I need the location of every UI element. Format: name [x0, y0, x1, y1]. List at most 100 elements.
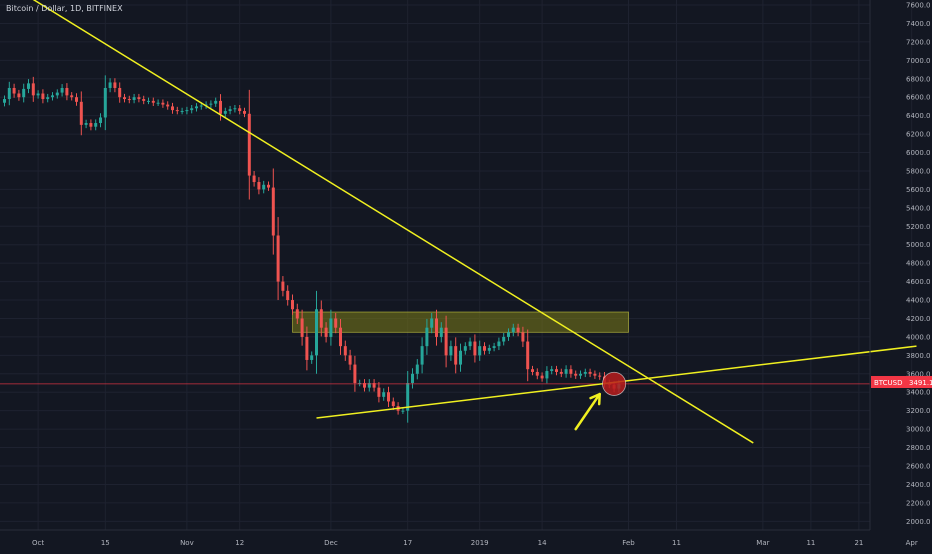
candle-body [459, 350, 462, 365]
price-badge-bg [871, 376, 932, 388]
candle-layer [3, 75, 621, 423]
candle-body [209, 103, 213, 105]
x-tick-label: 21 [854, 539, 863, 547]
x-tick-label: 17 [403, 539, 412, 547]
candle-body [583, 371, 587, 374]
x-tick-label: 14 [538, 539, 547, 547]
candle-body [94, 123, 98, 127]
candle-body [310, 355, 314, 360]
candle-body [89, 123, 93, 127]
candle-body [36, 93, 40, 96]
y-tick-label: 5400.0 [906, 204, 931, 212]
candle-body [84, 123, 88, 125]
candle-body [406, 383, 410, 411]
candle-body [7, 87, 11, 100]
candle-body [70, 95, 74, 98]
x-tick-label: Dec [324, 539, 338, 547]
candle-body [334, 318, 338, 328]
candle-body [516, 327, 520, 333]
y-tick-label: 6800.0 [906, 75, 931, 83]
y-tick-label: 4800.0 [906, 260, 931, 268]
candle-body [425, 327, 429, 347]
candle-body [372, 383, 376, 388]
candle-body [166, 104, 170, 107]
y-tick-label: 6400.0 [906, 112, 931, 120]
trendline [32, 0, 754, 444]
candle-body [41, 93, 45, 100]
y-tick-label: 3200.0 [906, 407, 931, 415]
candle-body [492, 346, 496, 348]
candle-body [238, 108, 242, 112]
y-tick-label: 6600.0 [906, 94, 931, 102]
resistance-zone [292, 311, 629, 333]
candle-body [507, 332, 510, 337]
candle-body [339, 327, 342, 347]
candle-body [180, 111, 184, 113]
candle-body [113, 82, 117, 88]
candle-body [353, 364, 357, 384]
chart-title: Bitcoin / Dollar, 1D, BITFINEX [6, 4, 123, 13]
candle-body [367, 383, 371, 388]
candle-body [271, 187, 275, 236]
apex-circle [602, 371, 627, 396]
y-tick-label: 2000.0 [906, 518, 931, 526]
y-tick-label: 6200.0 [906, 131, 931, 139]
candle-body [291, 300, 294, 310]
y-tick-label: 4600.0 [906, 278, 931, 286]
price-badge-value: 3491.1 [909, 379, 932, 387]
y-tick-label: 6000.0 [906, 149, 931, 157]
candle-body [137, 97, 141, 100]
candle-body [60, 87, 64, 93]
candle-body [75, 97, 78, 102]
candle-body [132, 97, 136, 100]
candle-body [151, 100, 155, 103]
candle-body [555, 369, 558, 372]
x-tick-label: 11 [672, 539, 681, 547]
candle-body [127, 99, 131, 101]
x-tick-label: Apr [906, 539, 918, 547]
x-tick-label: 2019 [471, 539, 489, 547]
candle-body [420, 346, 424, 365]
candle-body [559, 371, 563, 374]
candle-body [22, 88, 26, 98]
y-tick-label: 5000.0 [906, 241, 931, 249]
candle-body [31, 83, 35, 96]
candle-body [463, 346, 467, 351]
candle-body [295, 309, 299, 319]
candle-body [521, 332, 525, 342]
candle-body [531, 369, 534, 372]
candle-body [214, 100, 218, 104]
x-tick-label: Feb [622, 539, 635, 547]
candle-body [415, 364, 419, 374]
candle-body [511, 327, 515, 333]
candle-body [118, 87, 122, 98]
y-tick-label: 2400.0 [906, 481, 931, 489]
candle-body [171, 106, 174, 111]
y-tick-label: 3000.0 [906, 426, 931, 434]
y-tick-label: 4400.0 [906, 297, 931, 305]
candle-body [483, 346, 486, 351]
candle-body [391, 401, 395, 407]
candle-body [195, 106, 198, 109]
candle-body [3, 99, 6, 103]
candle-body [305, 336, 309, 360]
y-tick-label: 2600.0 [906, 463, 931, 471]
y-tick-label: 4200.0 [906, 315, 931, 323]
candle-body [468, 341, 472, 347]
candle-body [588, 371, 592, 374]
candle-body [161, 102, 165, 105]
candle-body [574, 373, 578, 376]
candle-body [243, 111, 246, 114]
candle-body [190, 108, 194, 111]
arrow-shaft [574, 392, 601, 431]
candle-body [593, 373, 597, 376]
x-tick-label: Mar [756, 539, 769, 547]
x-tick-label: Oct [32, 539, 44, 547]
price-badge-symbol: BTCUSD [874, 379, 903, 387]
candle-body [199, 105, 203, 107]
candle-body [123, 97, 126, 100]
candle-body [17, 93, 21, 98]
candle-body [540, 375, 544, 379]
